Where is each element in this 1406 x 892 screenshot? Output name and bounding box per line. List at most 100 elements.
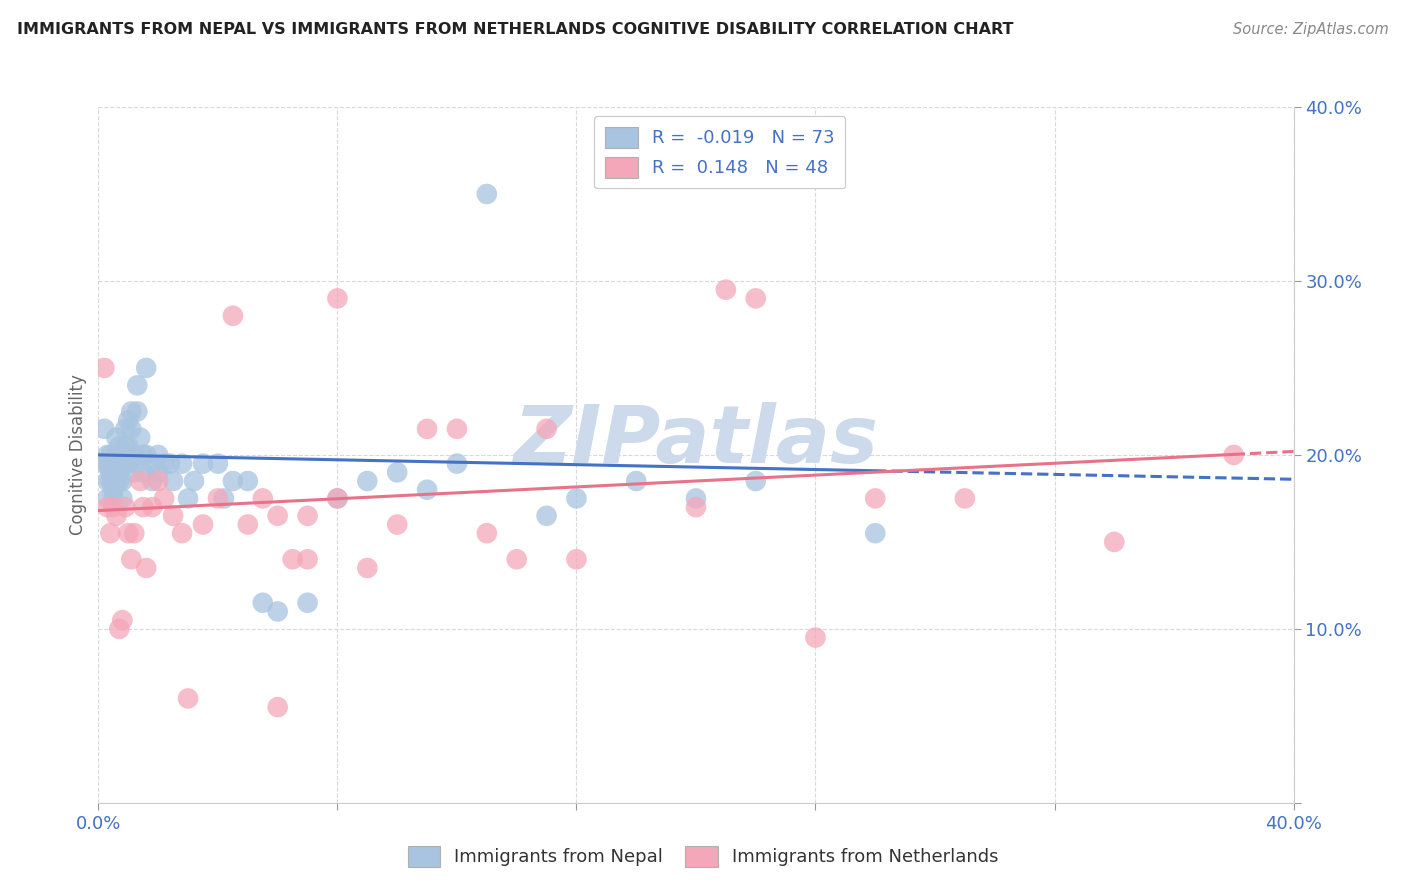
Point <box>162 508 184 523</box>
Text: Source: ZipAtlas.com: Source: ZipAtlas.com <box>1233 22 1389 37</box>
Point <box>1104 534 1126 549</box>
Point <box>148 448 170 462</box>
Point <box>111 491 134 506</box>
Point <box>120 422 142 436</box>
Point <box>191 457 214 471</box>
Point <box>714 283 737 297</box>
Point <box>114 500 136 514</box>
Point <box>132 466 155 480</box>
Point <box>506 552 529 566</box>
Point <box>624 474 647 488</box>
Point <box>207 491 229 506</box>
Point <box>98 466 122 480</box>
Point <box>446 457 468 471</box>
Point <box>96 500 118 514</box>
Point <box>1223 448 1246 462</box>
Point <box>685 500 707 514</box>
Legend: Immigrants from Nepal, Immigrants from Netherlands: Immigrants from Nepal, Immigrants from N… <box>401 838 1005 874</box>
Point <box>297 508 319 523</box>
Point <box>111 457 134 471</box>
Point <box>416 422 439 436</box>
Point <box>267 605 290 619</box>
Point <box>93 457 115 471</box>
Point <box>297 552 319 566</box>
Point <box>222 474 245 488</box>
Point <box>127 378 149 392</box>
Text: IMMIGRANTS FROM NEPAL VS IMMIGRANTS FROM NETHERLANDS COGNITIVE DISABILITY CORREL: IMMIGRANTS FROM NEPAL VS IMMIGRANTS FROM… <box>17 22 1014 37</box>
Point <box>267 508 290 523</box>
Point <box>745 291 768 305</box>
Point <box>103 474 125 488</box>
Point <box>953 491 976 506</box>
Point <box>141 500 163 514</box>
Point <box>111 474 134 488</box>
Point <box>117 413 139 427</box>
Point <box>536 508 558 523</box>
Point <box>804 631 827 645</box>
Point <box>326 291 349 305</box>
Legend: R =  -0.019   N = 73, R =  0.148   N = 48: R = -0.019 N = 73, R = 0.148 N = 48 <box>595 116 845 188</box>
Point <box>385 517 409 532</box>
Point <box>114 457 136 471</box>
Point <box>132 448 155 462</box>
Point <box>127 404 149 418</box>
Point <box>153 457 176 471</box>
Point <box>120 552 142 566</box>
Point <box>141 474 163 488</box>
Point <box>111 613 134 627</box>
Point <box>416 483 439 497</box>
Point <box>865 526 887 541</box>
Point <box>252 596 274 610</box>
Point <box>98 474 122 488</box>
Point <box>98 526 122 541</box>
Point <box>177 491 200 506</box>
Point <box>385 466 409 480</box>
Point <box>297 596 319 610</box>
Point <box>446 422 468 436</box>
Point <box>475 526 498 541</box>
Point <box>565 552 588 566</box>
Point <box>93 360 115 375</box>
Point <box>865 491 887 506</box>
Point <box>124 466 146 480</box>
Point <box>105 448 128 462</box>
Point <box>236 517 259 532</box>
Point <box>114 422 136 436</box>
Point <box>326 491 349 506</box>
Point <box>685 491 707 506</box>
Point <box>108 457 131 471</box>
Point <box>148 466 170 480</box>
Point <box>105 457 128 471</box>
Y-axis label: Cognitive Disability: Cognitive Disability <box>69 375 87 535</box>
Point <box>96 474 118 488</box>
Point <box>103 500 125 514</box>
Point <box>135 360 157 375</box>
Point <box>267 700 290 714</box>
Point <box>159 457 181 471</box>
Point <box>536 422 558 436</box>
Point <box>108 474 131 488</box>
Point <box>191 517 214 532</box>
Point <box>117 526 139 541</box>
Point <box>124 448 146 462</box>
Point <box>207 457 229 471</box>
Point <box>96 491 118 506</box>
Point <box>132 500 155 514</box>
Point <box>120 404 142 418</box>
Text: ZIPatlas: ZIPatlas <box>513 402 879 480</box>
Point <box>124 526 146 541</box>
Point <box>111 448 134 462</box>
Point <box>172 457 194 471</box>
Point <box>103 466 125 480</box>
Point <box>108 622 131 636</box>
Point <box>105 508 128 523</box>
Point <box>135 561 157 575</box>
Point <box>141 457 163 471</box>
Point <box>103 491 125 506</box>
Point <box>177 691 200 706</box>
Point <box>281 552 304 566</box>
Point <box>98 457 122 471</box>
Point <box>98 448 122 462</box>
Point <box>108 439 131 453</box>
Point <box>326 491 349 506</box>
